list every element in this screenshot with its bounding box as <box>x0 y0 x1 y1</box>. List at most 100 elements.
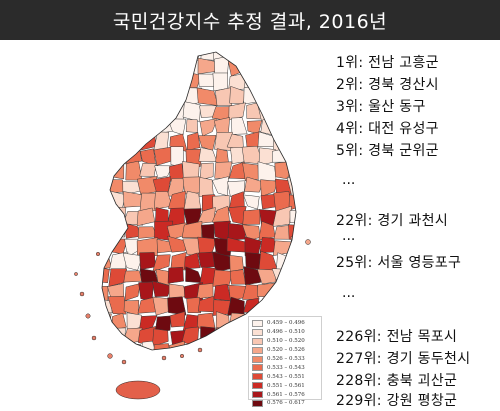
district-cell <box>142 358 153 376</box>
district-cell <box>123 270 143 283</box>
district-cell <box>287 252 296 267</box>
district-cell <box>107 149 128 165</box>
rank-item-5: 5위: 경북 군위군 <box>336 143 439 159</box>
island <box>305 239 311 245</box>
district-cell <box>303 192 318 212</box>
district-cell <box>242 52 263 61</box>
district-cell <box>271 116 289 135</box>
district-cell <box>276 252 291 271</box>
district-cell <box>274 102 292 119</box>
district-cell <box>102 57 111 77</box>
district-cell <box>78 207 94 226</box>
district-cell <box>102 224 114 239</box>
district-cell <box>121 85 140 108</box>
district-cell <box>102 101 112 122</box>
district-cell <box>124 59 142 78</box>
district-cell <box>102 71 113 89</box>
district-cell <box>304 286 322 301</box>
district-cell <box>102 176 113 195</box>
district-cell <box>139 162 157 177</box>
district-cell <box>107 101 128 121</box>
district-cell <box>108 327 126 346</box>
district-cell <box>214 161 233 179</box>
district-cell <box>138 73 153 89</box>
legend-item: 0.576 – 0.617 <box>252 399 318 408</box>
district-cell <box>304 44 320 62</box>
district-cell <box>290 297 296 317</box>
island <box>74 272 78 276</box>
district-cell <box>81 105 96 122</box>
rank-item-229: 229위: 강원 평창군 <box>336 393 458 409</box>
district-cell <box>122 116 143 137</box>
district-cell <box>182 101 201 122</box>
district-cell <box>111 312 127 331</box>
rank-item-4: 4위: 대전 유성구 <box>336 121 439 137</box>
district-cell <box>288 162 296 183</box>
legend-swatch <box>252 399 263 407</box>
district-cell <box>167 56 186 78</box>
district-cell <box>124 283 141 302</box>
district-cell <box>272 300 292 315</box>
district-cell <box>153 146 172 166</box>
ellipsis: ... <box>342 285 356 301</box>
district-cell <box>79 195 94 210</box>
district-cell <box>137 131 156 152</box>
district-cell <box>213 359 230 376</box>
district-cell <box>170 252 187 271</box>
district-cell <box>155 57 171 78</box>
islands <box>74 239 311 400</box>
district-cell <box>243 297 262 315</box>
district-cell <box>290 236 296 255</box>
district-cell <box>77 56 97 72</box>
district-cell <box>302 208 323 223</box>
legend-item: 0.510 – 0.520 <box>252 337 318 346</box>
district-cell <box>141 118 155 133</box>
rank-item-2: 2위: 경북 경산시 <box>336 77 439 93</box>
district-cell <box>257 86 274 104</box>
district-cell <box>199 356 216 376</box>
map-legend: 0.459 – 0.496 0.496 – 0.510 0.510 – 0.520 0… <box>248 316 322 407</box>
district-cell <box>110 131 127 150</box>
mainland-outline <box>101 51 297 351</box>
district-cell <box>212 269 233 287</box>
legend-item: 0.520 – 0.526 <box>252 346 318 355</box>
legend-label: 0.520 – 0.526 <box>267 347 305 354</box>
rank-item-228: 228위: 충북 괴산군 <box>336 373 458 389</box>
district-cell <box>152 328 169 347</box>
district-cell <box>227 58 244 77</box>
district-cell <box>302 179 322 196</box>
district-cell <box>198 147 218 162</box>
page-title: 국민건강지수 추정 결과, 2016년 <box>112 10 388 33</box>
legend-label: 0.459 – 0.496 <box>267 320 305 327</box>
district-cell <box>110 206 127 227</box>
district-cell <box>304 73 323 90</box>
legend-swatch <box>252 373 263 381</box>
district-cell <box>257 71 277 91</box>
district-cell <box>102 206 113 226</box>
district-cell <box>107 117 129 135</box>
district-cell <box>271 72 292 90</box>
district-cell <box>124 52 142 63</box>
district-cell <box>136 176 158 195</box>
district-cell <box>109 52 129 63</box>
legend-swatch <box>252 328 263 336</box>
legend-item: 0.459 – 0.496 <box>252 319 318 328</box>
island <box>161 355 167 361</box>
district-cell <box>79 72 97 91</box>
district-cell <box>243 86 259 105</box>
district-cell <box>169 311 186 328</box>
district-cell <box>155 207 169 223</box>
legend-item: 0.496 – 0.510 <box>252 328 318 337</box>
legend-label: 0.510 – 0.520 <box>267 338 305 345</box>
district-cell <box>229 255 244 272</box>
district-cell <box>152 52 172 61</box>
district-cell <box>272 89 293 105</box>
district-cell <box>243 57 262 76</box>
district-cell <box>153 359 171 376</box>
rank-item-227: 227위: 경기 동두천시 <box>336 351 471 367</box>
district-cell <box>108 268 127 287</box>
district-cell <box>302 147 322 165</box>
district-cell <box>306 90 320 106</box>
district-cell <box>216 327 233 347</box>
district-cell <box>167 235 188 253</box>
